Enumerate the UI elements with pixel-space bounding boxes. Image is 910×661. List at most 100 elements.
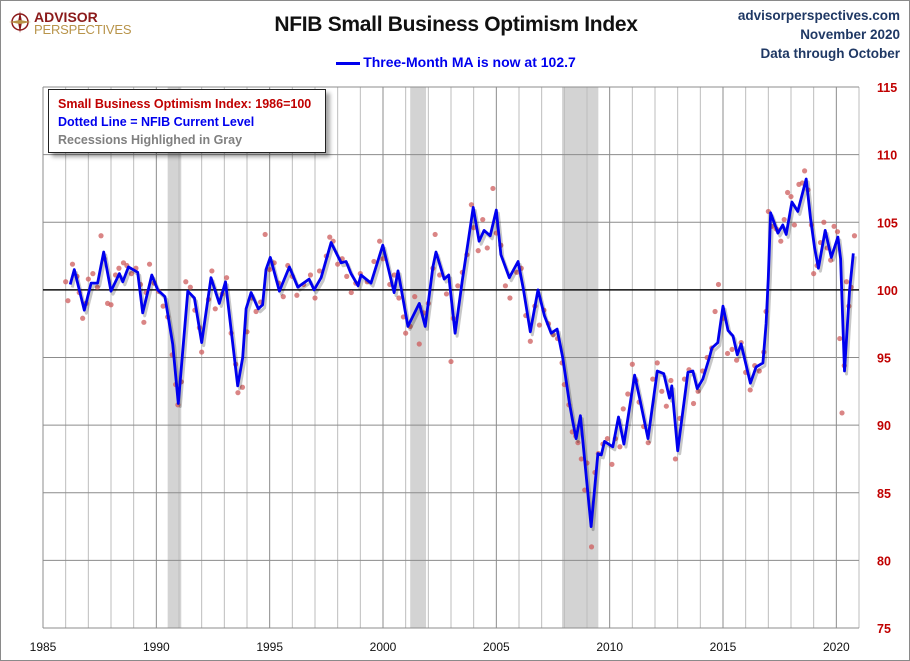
index-dot xyxy=(224,275,230,281)
index-dot xyxy=(604,436,611,442)
index-dot xyxy=(712,308,718,315)
data-through: Data through October xyxy=(760,46,900,61)
index-dot xyxy=(690,400,697,407)
index-dot xyxy=(480,216,486,223)
index-dot xyxy=(650,376,656,382)
index-dot xyxy=(756,368,762,374)
legend-box: Small Business Optimism Index: 1986=100 … xyxy=(48,89,326,153)
index-dot xyxy=(183,279,189,285)
index-dot xyxy=(116,265,122,271)
index-dot xyxy=(316,268,323,274)
index-dot xyxy=(448,358,454,365)
index-dot xyxy=(209,268,215,274)
index-dot xyxy=(609,461,615,467)
index-dot xyxy=(668,377,674,384)
index-dot xyxy=(834,229,841,235)
index-dot xyxy=(617,444,623,450)
index-dot xyxy=(734,357,740,363)
index-dot xyxy=(253,308,259,315)
source-site: advisorperspectives.com xyxy=(737,8,900,23)
index-dot xyxy=(344,273,350,279)
x-tick-label: 2010 xyxy=(596,640,623,654)
index-dot xyxy=(778,238,784,244)
publish-date: November 2020 xyxy=(800,27,900,42)
index-dot xyxy=(659,388,665,394)
legend-line-dotted: Dotted Line = NFIB Current Level xyxy=(58,115,255,129)
index-dot xyxy=(502,283,508,289)
index-dot xyxy=(821,219,827,225)
index-dot xyxy=(432,231,438,238)
compass-icon xyxy=(9,11,31,33)
gridlines xyxy=(42,86,860,629)
axis-ticks: 75 80 85 90 95 100 105 110 115 1985 1990 1995 2000 20… xyxy=(30,81,898,654)
y-tick-label: 95 xyxy=(877,352,891,366)
index-dot xyxy=(625,391,631,397)
index-dot xyxy=(85,276,91,282)
index-dot xyxy=(128,271,134,277)
index-dot xyxy=(327,234,333,240)
index-dot xyxy=(781,216,787,223)
index-dot xyxy=(199,349,205,355)
index-dot xyxy=(141,319,147,325)
index-dot xyxy=(839,410,845,416)
index-dot xyxy=(146,261,153,267)
x-tick-label: 2020 xyxy=(823,640,850,654)
index-dot xyxy=(235,390,241,396)
y-tick-label: 80 xyxy=(877,554,891,568)
ma-legend-swatch xyxy=(336,61,361,65)
index-dot xyxy=(312,295,318,301)
index-dot xyxy=(80,315,86,321)
x-tick-label: 1990 xyxy=(143,640,170,654)
index-dot xyxy=(455,283,461,289)
index-dot xyxy=(212,306,218,312)
index-dot xyxy=(267,266,273,273)
index-dot xyxy=(484,245,490,251)
index-dot xyxy=(629,361,635,367)
chart-title: NFIB Small Business Optimism Index xyxy=(274,13,638,36)
index-dot xyxy=(729,346,735,352)
index-dot xyxy=(575,440,581,446)
index-dot xyxy=(831,223,837,229)
legend-line-index: Small Business Optimism Index: 1986=100 xyxy=(58,97,312,111)
index-dot xyxy=(811,271,817,277)
index-dot xyxy=(468,202,474,208)
logo-text-bottom: PERSPECTIVES xyxy=(34,22,132,37)
y-tick-label: 110 xyxy=(877,149,897,163)
index-dot xyxy=(443,291,450,297)
index-dot xyxy=(695,388,701,394)
index-dot xyxy=(791,222,798,228)
index-dot xyxy=(262,231,268,238)
index-dot xyxy=(843,279,850,285)
index-dot xyxy=(471,225,477,231)
index-dot xyxy=(69,261,76,267)
index-dot xyxy=(663,403,669,409)
index-dot xyxy=(802,168,808,174)
x-tick-label: 2015 xyxy=(710,640,737,654)
subtitle-text: Three-Month MA is now at 102.7 xyxy=(363,54,576,70)
index-dot xyxy=(307,272,314,278)
index-dot xyxy=(514,269,520,275)
three-month-ma-line xyxy=(68,177,855,528)
index-dot xyxy=(837,335,843,342)
y-tick-label: 85 xyxy=(877,487,891,501)
index-dot xyxy=(294,292,300,298)
y-tick-label: 90 xyxy=(877,419,891,433)
index-dot xyxy=(65,298,71,304)
index-dot xyxy=(90,271,96,277)
index-dot xyxy=(527,338,533,344)
index-dot xyxy=(747,387,753,393)
y-tick-label: 100 xyxy=(877,284,898,298)
index-dot xyxy=(785,189,791,196)
index-dot xyxy=(582,487,588,493)
x-tick-label: 2000 xyxy=(370,640,397,654)
index-dot xyxy=(437,272,443,278)
index-dot xyxy=(160,303,166,309)
index-dot xyxy=(490,185,496,192)
index-dot xyxy=(94,284,100,290)
ma-line xyxy=(68,177,857,532)
legend-line-recessions: Recessions Highlighed in Gray xyxy=(58,133,243,147)
index-dot xyxy=(645,440,651,446)
index-dot xyxy=(377,238,383,244)
